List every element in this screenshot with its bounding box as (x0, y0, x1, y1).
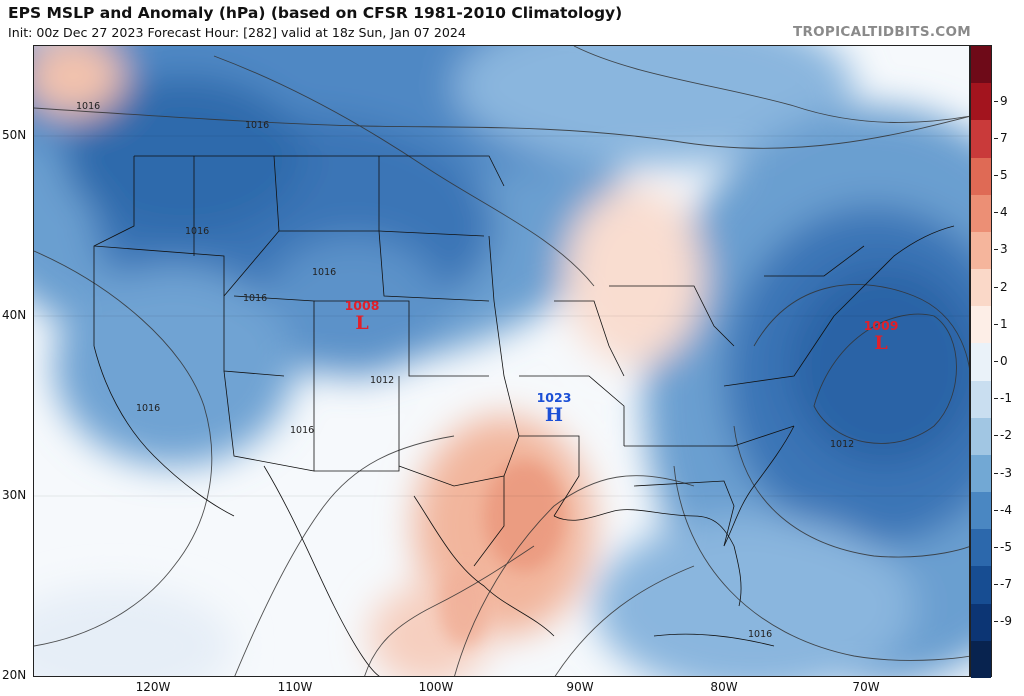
isobar-label: 1012 (830, 439, 855, 450)
colorbar-segment (971, 120, 991, 159)
colorbar-segment (971, 454, 991, 493)
colorbar-label: -5 (1000, 539, 1012, 554)
colorbar-segment (971, 640, 991, 679)
colorbar-tick (994, 286, 998, 288)
low-pressure-marker: L (874, 332, 888, 354)
colorbar-tick (994, 435, 998, 437)
colorbar-segment (971, 157, 991, 196)
anomaly-colorbar (970, 45, 992, 679)
isobar-label: 1016 (243, 293, 268, 304)
isobar-label: 1016 (748, 629, 773, 640)
lat-label-40n: 40N (2, 308, 27, 322)
map-panel (33, 45, 970, 677)
lat-label-20n: 20N (2, 668, 27, 682)
colorbar-tick (994, 472, 998, 474)
isobar-label: 1016 (290, 425, 315, 436)
isobar-label: 1016 (312, 267, 337, 278)
colorbar-tick (994, 361, 998, 362)
colorbar-label: 9 (1000, 93, 1008, 108)
colorbar-tick (994, 100, 998, 102)
colorbar-label: -1 (1000, 391, 1012, 406)
isobar-label: 1016 (245, 120, 270, 131)
colorbar-tick (994, 398, 998, 400)
brand-watermark[interactable]: TROPICALTIDBITS.COM (792, 24, 971, 40)
colorbar-tick (994, 137, 998, 139)
colorbar-label: 5 (1000, 168, 1008, 183)
colorbar-segment (971, 194, 991, 233)
colorbar-segment (971, 83, 991, 121)
colorbar-segment (971, 46, 991, 84)
colorbar-label: 4 (1000, 205, 1008, 220)
colorbar-tick (994, 509, 998, 511)
colorbar-tick (994, 175, 998, 177)
colorbar-tick (994, 249, 998, 251)
colorbar-label: -3 (1000, 465, 1012, 480)
colorbar-tick (994, 546, 998, 548)
lon-label-80w: 80W (710, 680, 738, 694)
political-boundaries (93, 155, 955, 676)
colorbar-segment (971, 380, 991, 419)
lon-label-120w: 120W (135, 680, 171, 694)
colorbar-label: 2 (1000, 279, 1008, 294)
colorbar-segment (971, 529, 991, 567)
isobar-label: 1016 (76, 101, 101, 112)
lon-label-70w: 70W (852, 680, 880, 694)
chart-subtitle: Init: 00z Dec 27 2023 Forecast Hour: [28… (8, 25, 466, 40)
lon-label-110w: 110W (277, 680, 313, 694)
colorbar-label: -7 (1000, 577, 1012, 592)
isobar-label: 1016 (185, 226, 210, 237)
colorbar-segment (971, 492, 991, 530)
chart-title: EPS MSLP and Anomaly (hPa) (based on CFS… (8, 4, 623, 22)
colorbar-segment (971, 566, 991, 605)
colorbar-label: 7 (1000, 130, 1008, 145)
isobar-label: 1016 (136, 403, 161, 414)
lat-label-30n: 30N (2, 488, 27, 502)
low-pressure-value: 1008 (344, 298, 380, 313)
high-pressure-value: 1023 (536, 390, 572, 405)
colorbar-segment (971, 343, 991, 382)
low-pressure-marker: L (355, 312, 369, 334)
colorbar-tick (994, 621, 998, 623)
low-pressure-value: 1009 (863, 318, 899, 333)
colorbar-segment (971, 269, 991, 307)
lat-label-50n: 50N (2, 128, 27, 142)
colorbar-label: -4 (1000, 502, 1012, 517)
colorbar-tick (994, 212, 998, 214)
colorbar-segment (971, 306, 991, 344)
colorbar-tick (994, 323, 998, 325)
colorbar-segment (971, 417, 991, 456)
lon-label-100w: 100W (418, 680, 454, 694)
isobar-label: 1012 (370, 375, 395, 386)
colorbar-label: -2 (1000, 428, 1012, 443)
graticule (34, 135, 969, 497)
colorbar-label: -9 (1000, 614, 1012, 629)
colorbar-tick (994, 584, 998, 586)
high-pressure-marker: H (545, 404, 563, 426)
anomaly-field (34, 46, 969, 676)
colorbar-label: 3 (1000, 242, 1008, 257)
colorbar-segment (971, 231, 991, 270)
colorbar-label: 0 (1000, 354, 1008, 368)
colorbar-label: 1 (1000, 316, 1008, 331)
colorbar-segment (971, 603, 991, 642)
lon-label-90w: 90W (566, 680, 594, 694)
isobars (34, 46, 969, 676)
